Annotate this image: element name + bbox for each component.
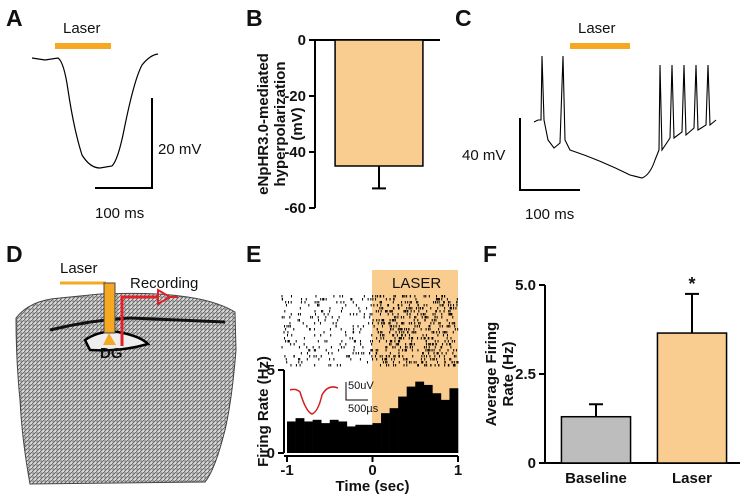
light-cone (103, 333, 116, 345)
y-tick-label: 5 (267, 362, 275, 379)
histogram-bar (355, 424, 365, 453)
dentate-gyrus (83, 330, 151, 352)
panel-letter: D (6, 241, 23, 267)
x-tick-label: Baseline (565, 470, 627, 487)
histogram-bar (346, 426, 356, 453)
bar (656, 332, 728, 464)
histogram-bar (423, 384, 433, 453)
optic-fiber (103, 282, 116, 334)
y-tick-label: 5.0 (515, 277, 536, 294)
x-tick-label: -1 (280, 462, 293, 479)
y-tick-label: 2.5 (515, 366, 536, 383)
histogram-bar (381, 413, 390, 453)
region-label: DG (100, 345, 123, 362)
laser-bar (55, 43, 111, 49)
scale-label: 20 mV (158, 141, 201, 158)
scale-label: 40 mV (462, 147, 505, 164)
histogram-bar (440, 399, 450, 453)
panel-c: Laser 40 mV 100 ms (462, 20, 717, 223)
histogram-bar (449, 388, 459, 453)
y-tick-label: 0 (298, 32, 306, 49)
scale-label: 500µs (348, 403, 379, 415)
histogram-bar (312, 419, 322, 453)
y-tick-label: -40 (284, 144, 306, 161)
histogram-bar (398, 396, 407, 453)
panel-d: Laser Recording DG (15, 260, 237, 485)
x-tick-label: Laser (672, 470, 712, 487)
electrode-symbol (157, 288, 178, 306)
waveform (289, 386, 339, 415)
y-tick-label: -60 (284, 200, 306, 217)
stimulus-label: Laser (63, 20, 101, 37)
histogram-bar (389, 408, 399, 453)
scale-label: 100 ms (525, 206, 574, 223)
histogram-bar (363, 424, 373, 453)
y-axis-label: (mV) (289, 107, 306, 140)
y-axis-label: Rate (Hz) (500, 341, 517, 406)
scale-label: 100 ms (95, 205, 144, 222)
scale-label: 50uV (348, 380, 374, 392)
annotation: * (688, 274, 695, 294)
histogram-bar (321, 423, 331, 453)
laser-label: Laser (60, 260, 98, 277)
stimulus-label: LASER (392, 275, 441, 292)
voltage-trace (31, 53, 159, 169)
y-tick-label: 0 (528, 455, 536, 472)
histogram-bar (329, 419, 339, 453)
histogram-bar (415, 381, 425, 453)
histogram-bar (287, 421, 296, 453)
stimulus-label: Laser (578, 20, 616, 37)
y-tick-label: -20 (284, 88, 306, 105)
raster (281, 295, 459, 367)
x-tick-label: 1 (454, 462, 462, 479)
x-axis-label: Time (sec) (336, 478, 410, 495)
bar (560, 415, 632, 464)
histogram-bar (406, 386, 416, 453)
histogram-bar (372, 423, 382, 453)
bar (334, 39, 424, 167)
corpus-callosum (49, 316, 226, 332)
panel-letter: E (246, 241, 261, 267)
recording-label: Recording (130, 275, 198, 292)
panel-letter: F (483, 241, 497, 267)
panel-letter: B (246, 5, 263, 31)
voltage-trace (533, 55, 717, 179)
histogram-bar (295, 418, 305, 453)
y-axis-label: hyperpolarization (272, 61, 289, 186)
panel-letter: C (455, 5, 472, 31)
y-tick-label: 0 (267, 445, 275, 462)
scale-bar (519, 118, 580, 191)
panel-letter: A (6, 5, 23, 31)
x-tick-label: 0 (368, 462, 376, 479)
scale-bar (345, 382, 368, 401)
histogram-bar (432, 393, 442, 453)
laser-bar (570, 43, 630, 49)
histogram-bar (338, 421, 348, 453)
scale-bar (95, 98, 153, 189)
panel-a: Laser 20 mV 100 ms (31, 20, 201, 222)
y-axis-label: Firing Rate (Hz) (255, 356, 272, 467)
y-axis-label: eNpHR3.0-mediated (255, 53, 272, 195)
histogram-bar (304, 421, 313, 453)
recording-electrode (120, 295, 158, 346)
y-axis-label: Average Firing (483, 322, 500, 426)
